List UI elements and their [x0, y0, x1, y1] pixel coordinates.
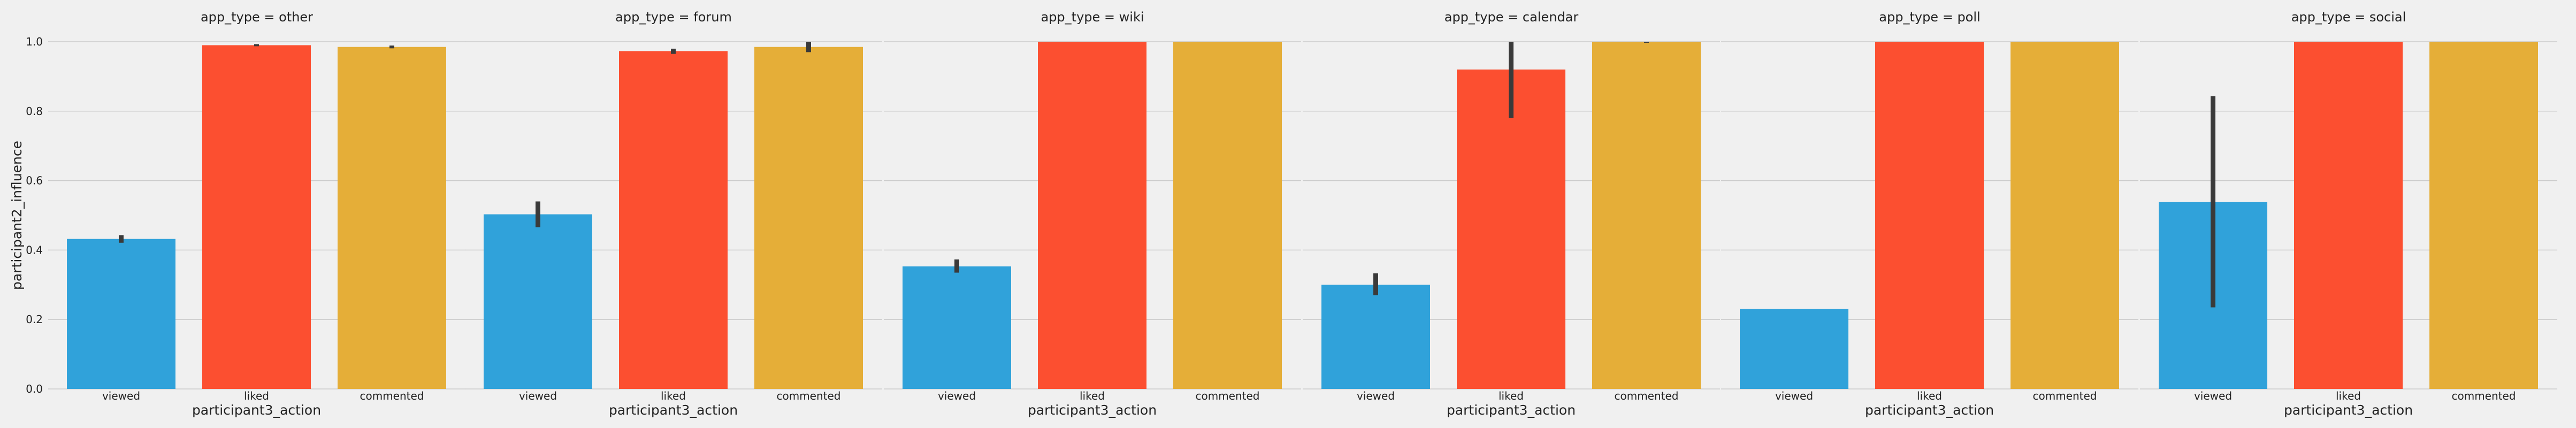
bar-forum-liked [619, 51, 728, 389]
x-tick-label-commented: commented [776, 389, 840, 402]
x-tick-label-viewed: viewed [1357, 389, 1395, 402]
bar-wiki-commented [1173, 42, 1282, 389]
x-axis-label: participant3_action [2284, 402, 2413, 418]
x-tick-label-commented: commented [360, 389, 424, 402]
x-tick-label-liked: liked [661, 389, 686, 402]
x-tick-label-liked: liked [1499, 389, 1524, 402]
x-tick-label-liked: liked [244, 389, 269, 402]
x-axis-label: participant3_action [609, 402, 738, 418]
x-tick-label-viewed: viewed [1775, 389, 1813, 402]
bar-poll-viewed [1740, 309, 1848, 389]
bar-other-viewed [67, 239, 175, 389]
bar-wiki-viewed [903, 266, 1011, 389]
bar-poll-commented [2011, 42, 2119, 389]
panel-title-poll: app_type = poll [1879, 10, 1980, 25]
y-tick-label: 0.4 [26, 243, 43, 256]
bar-calendar-liked [1457, 69, 1565, 389]
x-tick-label-viewed: viewed [519, 389, 557, 402]
bar-poll-liked [1875, 42, 1984, 389]
y-tick-label: 0.0 [26, 383, 43, 395]
x-tick-label-liked: liked [1080, 389, 1105, 402]
bar-social-liked [2294, 42, 2403, 389]
bar-other-commented [338, 47, 446, 389]
x-tick-label-viewed: viewed [102, 389, 140, 402]
panel-title-social: app_type = social [2291, 10, 2406, 25]
x-axis-label: participant3_action [192, 402, 321, 418]
bar-wiki-liked [1038, 42, 1146, 389]
bar-calendar-viewed [1321, 285, 1430, 389]
x-axis-label: participant3_action [1865, 402, 1994, 418]
panel-title-other: app_type = other [201, 10, 313, 25]
x-axis-label: participant3_action [1447, 402, 1576, 418]
panel-title-calendar: app_type = calendar [1444, 10, 1579, 25]
panel-title-wiki: app_type = wiki [1041, 10, 1144, 25]
bar-other-liked [202, 45, 311, 389]
x-tick-label-liked: liked [1917, 389, 1942, 402]
y-tick-label: 0.2 [26, 313, 43, 326]
x-axis-label: participant3_action [1028, 402, 1157, 418]
x-tick-label-viewed: viewed [938, 389, 976, 402]
bar-forum-viewed [484, 214, 592, 389]
x-tick-label-liked: liked [2336, 389, 2361, 402]
y-axis-label: participant2_influence [9, 141, 25, 290]
x-tick-label-commented: commented [1195, 389, 1259, 402]
panel-title-forum: app_type = forum [615, 10, 732, 25]
x-tick-label-commented: commented [2451, 389, 2516, 402]
bar-calendar-commented [1592, 42, 1701, 389]
y-tick-label: 1.0 [26, 35, 43, 48]
x-tick-label-viewed: viewed [2194, 389, 2232, 402]
y-tick-label: 0.8 [26, 105, 43, 118]
x-tick-label-commented: commented [2032, 389, 2097, 402]
bar-social-commented [2429, 42, 2538, 389]
y-tick-label: 0.6 [26, 174, 43, 187]
bar-forum-commented [754, 47, 863, 389]
x-tick-label-commented: commented [1614, 389, 1678, 402]
